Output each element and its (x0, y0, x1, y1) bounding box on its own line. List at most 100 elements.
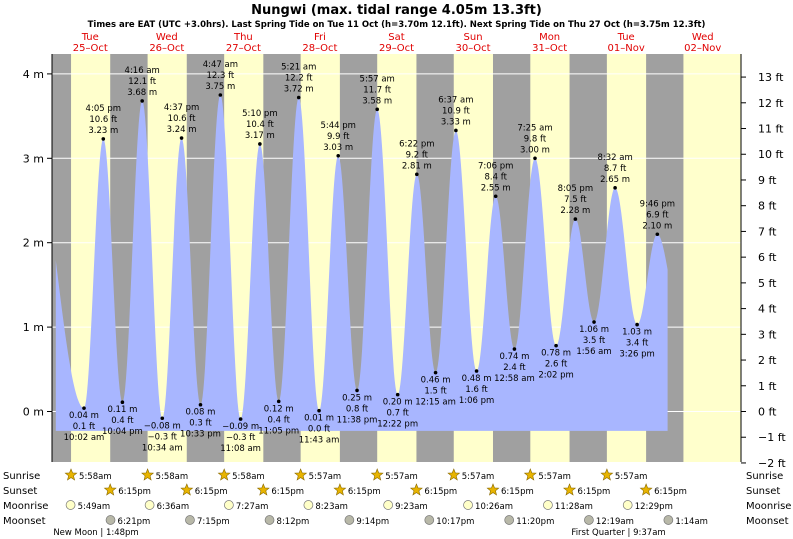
right-tick-label: 6 ft (758, 251, 777, 264)
high-tide-point (336, 153, 341, 158)
tide-ft-label: 0.1 ft (73, 422, 96, 432)
tide-ft-label: 10.6 ft (168, 114, 196, 124)
row-label-left-sunrise: Sunrise (3, 471, 40, 482)
low-tide-point (474, 369, 479, 373)
day-of-week-label: Tue (617, 32, 635, 43)
high-tide-point (140, 99, 144, 103)
moonrise-icon (144, 500, 155, 510)
tide-time-label: 4:47 am (203, 60, 238, 70)
date-label: 28–Oct (302, 43, 337, 54)
sun-icon (639, 483, 653, 496)
low-tide-point (160, 416, 165, 421)
tide-ft-label: 0.3 ft (189, 419, 212, 429)
tide-time-label: 4:16 am (125, 66, 160, 76)
tide-m-label: 3.23 m (88, 126, 118, 136)
tide-m-label: 0.01 m (304, 414, 334, 424)
low-tide-point (433, 370, 438, 375)
daylight-band (683, 54, 741, 462)
moonset-time: 12:19am (596, 517, 634, 527)
right-tick-label: 10 ft (758, 148, 784, 161)
day-of-week-label: Tue (81, 32, 99, 43)
right-tick-label: 5 ft (758, 277, 777, 290)
date-label: 27–Oct (226, 43, 261, 54)
moonrise-time: 12:29pm (635, 502, 673, 512)
sun-icon (103, 483, 117, 496)
tide-ft-label: 1.5 ft (424, 387, 447, 397)
low-tide-point (512, 347, 517, 351)
moonrise-icon (383, 500, 393, 510)
row-label-left-moonrise: Moonrise (3, 501, 48, 512)
date-label: 31–Oct (532, 43, 567, 54)
tide-ft-label: 1.6 ft (465, 385, 488, 395)
tide-ft-label: 9.9 ft (327, 132, 350, 142)
tide-time-label: 3:26 pm (619, 350, 654, 360)
moonrise-time: 8:23am (315, 502, 348, 512)
tide-time-label: 5:57 am (360, 74, 395, 84)
tide-m-label: 3.68 m (127, 88, 157, 98)
left-tick-label: 2 m (23, 237, 44, 250)
sunset-time: 6:15pm (654, 487, 687, 497)
high-tide-point (258, 142, 262, 146)
tide-m-label: 0.12 m (264, 404, 294, 414)
high-tide-point (296, 95, 301, 100)
tide-m-label: 0.74 m (499, 352, 529, 362)
moonset-time: 10:17pm (436, 517, 474, 527)
tide-ft-label: 9.2 ft (406, 150, 429, 160)
moonset-icon (185, 515, 195, 525)
tide-m-label: 2.10 m (642, 221, 672, 231)
tide-ft-label: 0.7 ft (386, 409, 409, 419)
moonrise-time: 7:27am (236, 502, 269, 512)
day-of-week-label: Fri (314, 32, 326, 43)
sunrise-time: 5:57am (538, 472, 571, 482)
tide-ft-label: 2.4 ft (503, 363, 526, 373)
tide-time-label: 4:05 pm (86, 104, 121, 114)
right-tick-label: 9 ft (758, 174, 777, 187)
tide-m-label: 3.75 m (205, 82, 235, 92)
moonset-time: 7:15pm (197, 517, 230, 527)
moonrise-icon (463, 500, 473, 510)
moonset-time: 1:14am (675, 517, 708, 527)
tide-m-label: 2.28 m (560, 206, 590, 216)
moonrise-icon (622, 500, 633, 510)
moonrise-time: 9:23am (395, 502, 428, 512)
tide-m-label: 3.72 m (284, 85, 314, 95)
sunset-time: 6:15pm (195, 487, 228, 497)
date-label: 30–Oct (456, 43, 491, 54)
moonset-icon (584, 515, 594, 525)
sun-icon (409, 483, 423, 496)
moonset-icon (424, 515, 435, 525)
astronomy-rows: Sunrise Sunrise Sunset Sunset Moonrise Moonri… (3, 468, 791, 538)
tide-m-label: 0.08 m (186, 408, 216, 418)
tide-m-label: 0.78 m (541, 349, 571, 359)
tide-time-label: 10:34 am (142, 443, 183, 453)
low-tide-point (395, 392, 400, 397)
left-tick-label: 3 m (23, 152, 44, 165)
tide-time-label: 7:06 pm (478, 161, 513, 171)
high-tide-point (655, 232, 660, 237)
tide-ft-label: 3.5 ft (583, 336, 606, 346)
sun-icon (563, 483, 577, 496)
right-tick-label: 12 ft (758, 97, 784, 110)
day-of-week-label: Sun (464, 32, 483, 43)
high-tide-point (613, 186, 617, 190)
sun-icon (180, 483, 194, 496)
tide-ft-label: 0.0 ft (308, 425, 331, 435)
sun-icon (600, 468, 614, 481)
date-label: 01–Nov (608, 43, 645, 54)
high-tide-point (101, 137, 106, 141)
tide-time-label: 12:22 pm (377, 420, 418, 430)
right-tick-label: 7 ft (758, 225, 777, 238)
sun-icon (370, 468, 384, 481)
tide-time-label: 6:37 am (438, 95, 473, 105)
moonset-time: 6:21pm (118, 517, 151, 527)
tide-time-label: 11:05 pm (258, 426, 299, 436)
tide-time-label: 10:04 pm (102, 427, 143, 437)
tide-ft-label: 0.4 ft (111, 416, 134, 426)
low-tide-point (355, 388, 359, 393)
tide-time-label: 5:44 pm (320, 121, 355, 131)
tide-ft-label: 12.1 ft (128, 77, 156, 87)
day-of-week-label: Wed (156, 32, 178, 43)
tide-m-label: 2.81 m (402, 161, 432, 171)
